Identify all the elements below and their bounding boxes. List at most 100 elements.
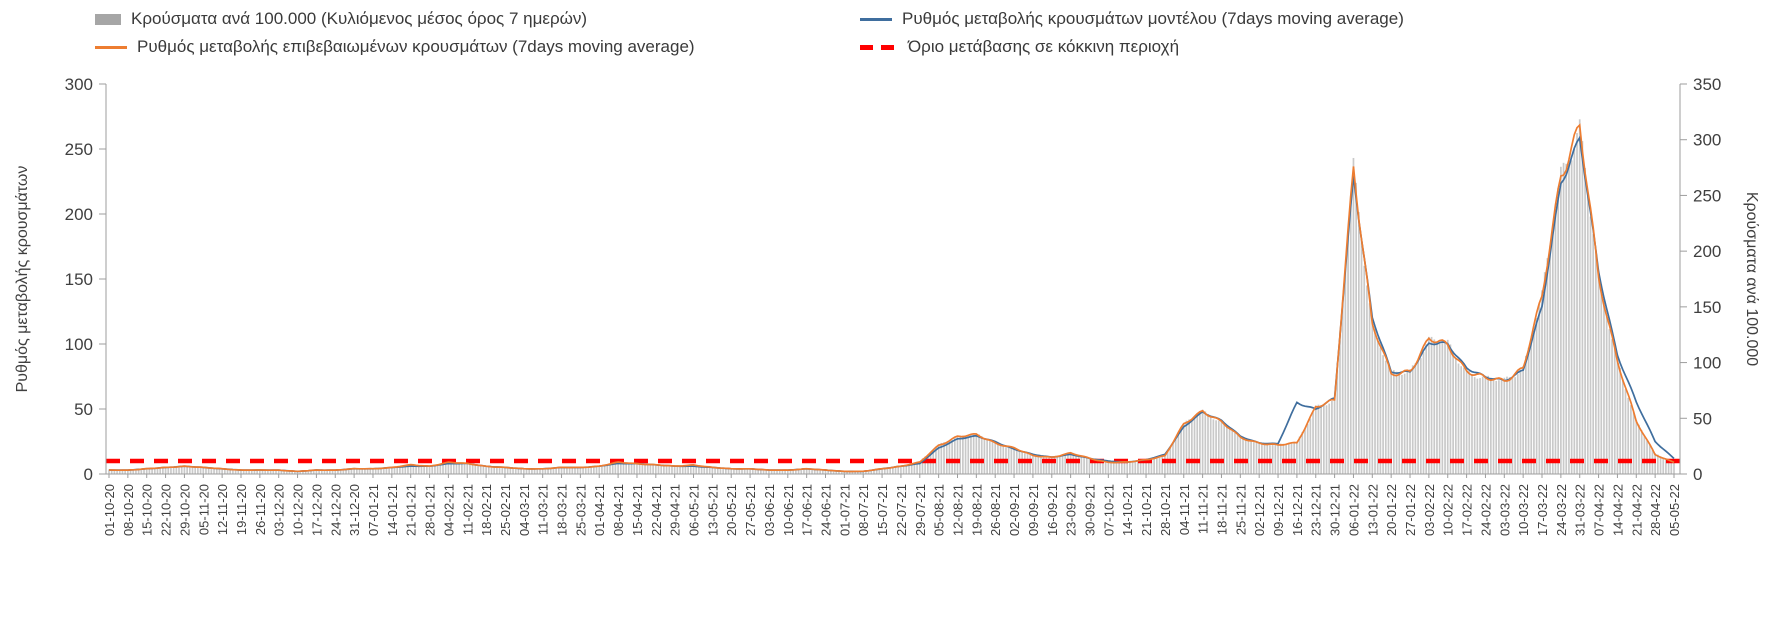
svg-text:26-11-20: 26-11-20: [253, 484, 268, 535]
legend-label-cases-per-100k: Κρούσματα ανά 100.000 (Κυλιόμενος μέσος …: [131, 9, 588, 28]
svg-text:21-10-21: 21-10-21: [1139, 484, 1154, 536]
svg-text:11-02-21: 11-02-21: [460, 484, 475, 535]
svg-text:20-01-22: 20-01-22: [1384, 484, 1399, 536]
svg-text:17-03-22: 17-03-22: [1535, 484, 1550, 536]
svg-text:30-09-21: 30-09-21: [1082, 484, 1097, 536]
svg-text:50: 50: [1693, 409, 1712, 428]
svg-text:30-12-21: 30-12-21: [1328, 484, 1343, 536]
bar-series-swatch: [95, 13, 121, 25]
svg-text:17-06-21: 17-06-21: [800, 484, 815, 536]
svg-text:28-01-21: 28-01-21: [423, 484, 438, 536]
svg-text:10-12-20: 10-12-20: [291, 484, 306, 536]
svg-text:18-03-21: 18-03-21: [555, 484, 570, 536]
svg-text:06-05-21: 06-05-21: [687, 484, 702, 536]
svg-text:29-04-21: 29-04-21: [668, 484, 683, 536]
svg-text:50: 50: [74, 400, 93, 419]
svg-text:10-02-22: 10-02-22: [1441, 484, 1456, 536]
svg-text:03-12-20: 03-12-20: [272, 484, 287, 536]
svg-text:08-10-20: 08-10-20: [121, 484, 136, 536]
svg-text:02-12-21: 02-12-21: [1252, 484, 1267, 536]
svg-text:22-04-21: 22-04-21: [649, 484, 664, 536]
svg-text:13-01-22: 13-01-22: [1365, 484, 1380, 536]
svg-text:04-03-21: 04-03-21: [517, 484, 532, 536]
svg-text:03-03-22: 03-03-22: [1497, 484, 1512, 536]
svg-text:02-09-21: 02-09-21: [1007, 484, 1022, 536]
svg-text:12-11-20: 12-11-20: [215, 484, 230, 535]
legend-label-model-rate: Ρυθμός μεταβολής κρουσμάτων μοντέλου (7d…: [902, 9, 1404, 28]
svg-text:16-12-21: 16-12-21: [1290, 484, 1305, 536]
svg-text:07-01-21: 07-01-21: [366, 484, 381, 536]
svg-text:12-08-21: 12-08-21: [950, 484, 965, 536]
svg-text:15-07-21: 15-07-21: [875, 484, 890, 536]
svg-text:29-07-21: 29-07-21: [913, 484, 928, 536]
svg-text:01-10-20: 01-10-20: [102, 484, 117, 536]
svg-text:20-05-21: 20-05-21: [724, 484, 739, 536]
legend-item-model-rate: Ρυθμός μεταβολής κρουσμάτων μοντέλου (7d…: [860, 6, 1404, 32]
svg-text:17-02-22: 17-02-22: [1460, 484, 1475, 536]
svg-text:25-11-21: 25-11-21: [1233, 484, 1248, 535]
svg-text:19-08-21: 19-08-21: [969, 484, 984, 536]
svg-text:18-11-21: 18-11-21: [1214, 484, 1229, 535]
svg-text:17-12-20: 17-12-20: [309, 484, 324, 536]
svg-text:18-02-21: 18-02-21: [479, 484, 494, 536]
svg-text:31-12-20: 31-12-20: [347, 484, 362, 536]
svg-text:06-01-22: 06-01-22: [1346, 484, 1361, 536]
svg-text:25-03-21: 25-03-21: [573, 484, 588, 536]
svg-text:15-04-21: 15-04-21: [630, 484, 645, 536]
svg-text:200: 200: [1693, 242, 1721, 261]
svg-text:24-12-20: 24-12-20: [328, 484, 343, 536]
svg-text:08-07-21: 08-07-21: [856, 484, 871, 536]
svg-text:21-04-22: 21-04-22: [1629, 484, 1644, 536]
svg-text:10-06-21: 10-06-21: [781, 484, 796, 536]
svg-text:24-02-22: 24-02-22: [1478, 484, 1493, 536]
svg-text:25-02-21: 25-02-21: [498, 484, 513, 536]
legend-item-red-threshold: Όριο μετάβασης σε κόκκινη περιοχή: [860, 34, 1179, 60]
svg-text:14-01-21: 14-01-21: [385, 484, 400, 536]
svg-text:19-11-20: 19-11-20: [234, 484, 249, 535]
svg-text:0: 0: [84, 465, 93, 484]
svg-text:08-04-21: 08-04-21: [611, 484, 626, 536]
svg-text:16-09-21: 16-09-21: [1045, 484, 1060, 536]
svg-text:01-07-21: 01-07-21: [837, 484, 852, 536]
svg-text:15-10-20: 15-10-20: [140, 484, 155, 536]
svg-text:14-04-22: 14-04-22: [1610, 484, 1625, 536]
legend-item-cases-per-100k: Κρούσματα ανά 100.000 (Κυλιόμενος μέσος …: [95, 6, 587, 32]
svg-text:27-01-22: 27-01-22: [1403, 484, 1418, 536]
svg-text:27-05-21: 27-05-21: [743, 484, 758, 536]
legend-label-red-threshold: Όριο μετάβασης σε κόκκινη περιοχή: [908, 37, 1180, 56]
svg-text:200: 200: [65, 205, 93, 224]
svg-text:04-11-21: 04-11-21: [1177, 484, 1192, 535]
svg-text:10-03-22: 10-03-22: [1516, 484, 1531, 536]
svg-text:04-02-21: 04-02-21: [441, 484, 456, 536]
svg-text:11-03-21: 11-03-21: [536, 484, 551, 535]
svg-text:01-04-21: 01-04-21: [592, 484, 607, 536]
svg-text:05-11-20: 05-11-20: [196, 484, 211, 535]
svg-text:22-07-21: 22-07-21: [894, 484, 909, 536]
svg-text:29-10-20: 29-10-20: [177, 484, 192, 536]
svg-text:100: 100: [1693, 354, 1721, 373]
svg-text:14-10-21: 14-10-21: [1120, 484, 1135, 536]
svg-text:31-03-22: 31-03-22: [1573, 484, 1588, 536]
svg-text:0: 0: [1693, 465, 1702, 484]
svg-text:28-10-21: 28-10-21: [1158, 484, 1173, 536]
model-line-swatch: [860, 17, 892, 21]
svg-text:250: 250: [65, 140, 93, 159]
svg-text:26-08-21: 26-08-21: [988, 484, 1003, 536]
svg-text:09-12-21: 09-12-21: [1271, 484, 1286, 536]
svg-text:28-04-22: 28-04-22: [1648, 484, 1663, 536]
svg-text:05-08-21: 05-08-21: [932, 484, 947, 536]
svg-text:24-03-22: 24-03-22: [1554, 484, 1569, 536]
svg-text:07-04-22: 07-04-22: [1592, 484, 1607, 536]
legend-item-confirmed-rate: Ρυθμός μεταβολής επιβεβαιωμένων κρουσμάτ…: [95, 34, 695, 60]
svg-text:05-05-22: 05-05-22: [1667, 484, 1682, 536]
svg-text:100: 100: [65, 335, 93, 354]
svg-text:22-10-20: 22-10-20: [159, 484, 174, 536]
threshold-swatch: [860, 44, 898, 50]
svg-text:03-06-21: 03-06-21: [762, 484, 777, 536]
svg-text:250: 250: [1693, 186, 1721, 205]
svg-text:24-06-21: 24-06-21: [819, 484, 834, 536]
svg-text:23-12-21: 23-12-21: [1309, 484, 1324, 536]
svg-text:03-02-22: 03-02-22: [1422, 484, 1437, 536]
